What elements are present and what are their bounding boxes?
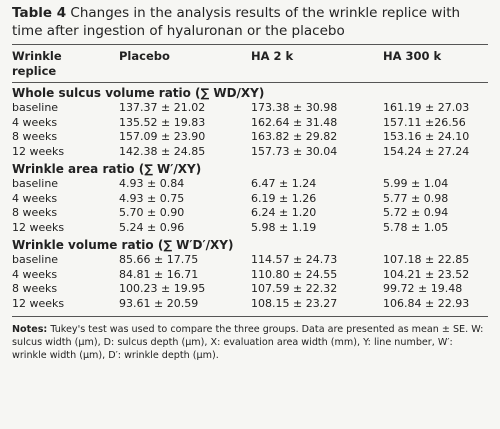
cell: 5.98 ± 1.19 <box>251 220 317 234</box>
row: 4 weeks 4.93 ± 0.75 6.19 ± 1.26 5.77 ± 0.98 <box>12 192 488 207</box>
row: baseline 85.66 ± 17.75 114.57 ± 24.73 107.1… <box>12 253 488 268</box>
cell: 4 weeks <box>12 191 58 205</box>
row: 8 weeks 157.09 ± 23.90 163.82 ± 29.82 153.1… <box>12 130 488 145</box>
cell: 153.16 ± 24.10 <box>383 130 470 143</box>
section-heading-row: Wrinkle area ratio (∑ W′/XY) <box>12 159 488 177</box>
cell: 114.57 ± 24.73 <box>251 253 338 266</box>
caption-title: Changes in the analysis results of the w… <box>12 5 461 39</box>
caption-label: Table 4 <box>12 5 67 21</box>
notes-text: Tukey's test was used to compare the thr… <box>12 324 484 361</box>
section-heading-row: Wrinkle volume ratio (∑ W′D′/XY) <box>12 235 488 253</box>
row: 12 weeks 142.38 ± 24.85 157.73 ± 30.04 154.… <box>12 145 488 160</box>
header-cell: Wrinkle replice <box>12 45 119 83</box>
cell: 104.21 ± 23.52 <box>383 267 470 281</box>
caption: Table 4 Changes in the analysis results … <box>12 4 488 45</box>
table-header: Wrinkle replice Placebo HA 2 k HA 300 k <box>12 45 488 83</box>
row: 12 weeks 5.24 ± 0.96 5.98 ± 1.19 5.78 ± 1.0… <box>12 221 488 236</box>
cell: 135.52 ± 19.83 <box>119 115 206 129</box>
cell: 6.47 ± 1.24 <box>251 177 317 190</box>
notes: Notes: Tukey's test was used to compare … <box>12 323 488 362</box>
cell: 4 weeks <box>12 115 58 129</box>
header-cell: HA 300 k <box>383 45 488 83</box>
cell: 99.72 ± 19.48 <box>383 282 463 295</box>
cell: baseline <box>12 101 59 114</box>
cell: 84.81 ± 16.71 <box>119 267 199 281</box>
header-text: HA 2 k <box>251 49 294 63</box>
cell: 110.80 ± 24.55 <box>251 267 338 281</box>
cell: 6.24 ± 1.20 <box>251 206 317 219</box>
cell: 107.18 ± 22.85 <box>383 253 470 266</box>
cell: 163.82 ± 29.82 <box>251 130 338 143</box>
cell: 161.19 ± 27.03 <box>383 101 470 114</box>
cell: 142.38 ± 24.85 <box>119 144 206 158</box>
cell: 8 weeks <box>12 206 58 219</box>
cell: 137.37 ± 21.02 <box>119 101 206 114</box>
cell: 162.64 ± 31.48 <box>251 115 338 129</box>
row: 8 weeks 100.23 ± 19.95 107.59 ± 22.32 99.72… <box>12 282 488 297</box>
cell: 4.93 ± 0.75 <box>119 191 185 205</box>
cell: 5.99 ± 1.04 <box>383 177 449 190</box>
cell: 8 weeks <box>12 282 58 295</box>
cell: baseline <box>12 177 59 190</box>
cell: 108.15 ± 23.27 <box>251 296 383 317</box>
cell: 5.78 ± 1.05 <box>383 220 449 234</box>
table: Wrinkle replice Placebo HA 2 k HA 300 k Who… <box>12 45 488 317</box>
section-heading: Whole sulcus volume ratio (∑ WD/XY) <box>12 86 265 100</box>
row: 12 weeks 93.61 ± 20.59 108.15 ± 23.27 106.8… <box>12 296 488 317</box>
row: baseline 137.37 ± 21.02 173.38 ± 30.98 161.… <box>12 101 488 116</box>
notes-label: Notes: <box>12 324 48 335</box>
header-cell: HA 2 k <box>251 45 383 83</box>
cell: 157.73 ± 30.04 <box>251 144 338 158</box>
section-heading: Wrinkle area ratio (∑ W′/XY) <box>12 162 202 176</box>
header-text: Placebo <box>119 49 170 63</box>
cell: 173.38 ± 30.98 <box>251 101 338 114</box>
cell: 12 weeks <box>12 296 119 317</box>
cell: 8 weeks <box>12 130 58 143</box>
cell: 93.61 ± 20.59 <box>119 296 251 317</box>
cell: 107.59 ± 22.32 <box>251 282 338 295</box>
section-heading-row: Whole sulcus volume ratio (∑ WD/XY) <box>12 83 488 102</box>
header-cell: Placebo <box>119 45 251 83</box>
row: baseline 4.93 ± 0.84 6.47 ± 1.24 5.99 ± 1.0… <box>12 177 488 192</box>
row: 4 weeks 135.52 ± 19.83 162.64 ± 31.48 157.1… <box>12 116 488 131</box>
cell: baseline <box>12 253 59 266</box>
cell: 4 weeks <box>12 267 58 281</box>
cell: 154.24 ± 27.24 <box>383 144 470 158</box>
header-row: Wrinkle replice Placebo HA 2 k HA 300 k <box>12 45 488 83</box>
header-text: HA 300 k <box>383 49 442 63</box>
cell: 157.11 ±26.56 <box>383 115 466 129</box>
row: 4 weeks 84.81 ± 16.71 110.80 ± 24.55 104.21… <box>12 268 488 283</box>
cell: 157.09 ± 23.90 <box>119 130 206 143</box>
row: 8 weeks 5.70 ± 0.90 6.24 ± 1.20 5.72 ± 0.94 <box>12 206 488 221</box>
cell: 100.23 ± 19.95 <box>119 282 206 295</box>
header-text: Wrinkle replice <box>12 49 62 78</box>
cell: 5.24 ± 0.96 <box>119 220 185 234</box>
cell: 6.19 ± 1.26 <box>251 191 317 205</box>
cell: 5.70 ± 0.90 <box>119 206 185 219</box>
cell: 106.84 ± 22.93 <box>383 296 488 317</box>
cell: 85.66 ± 17.75 <box>119 253 199 266</box>
cell: 4.93 ± 0.84 <box>119 177 185 190</box>
cell: 5.77 ± 0.98 <box>383 191 449 205</box>
cell: 12 weeks <box>12 144 65 158</box>
table-body: Whole sulcus volume ratio (∑ WD/XY) basel… <box>12 83 488 317</box>
cell: 12 weeks <box>12 220 65 234</box>
section-heading: Wrinkle volume ratio (∑ W′D′/XY) <box>12 238 234 252</box>
cell: 5.72 ± 0.94 <box>383 206 449 219</box>
